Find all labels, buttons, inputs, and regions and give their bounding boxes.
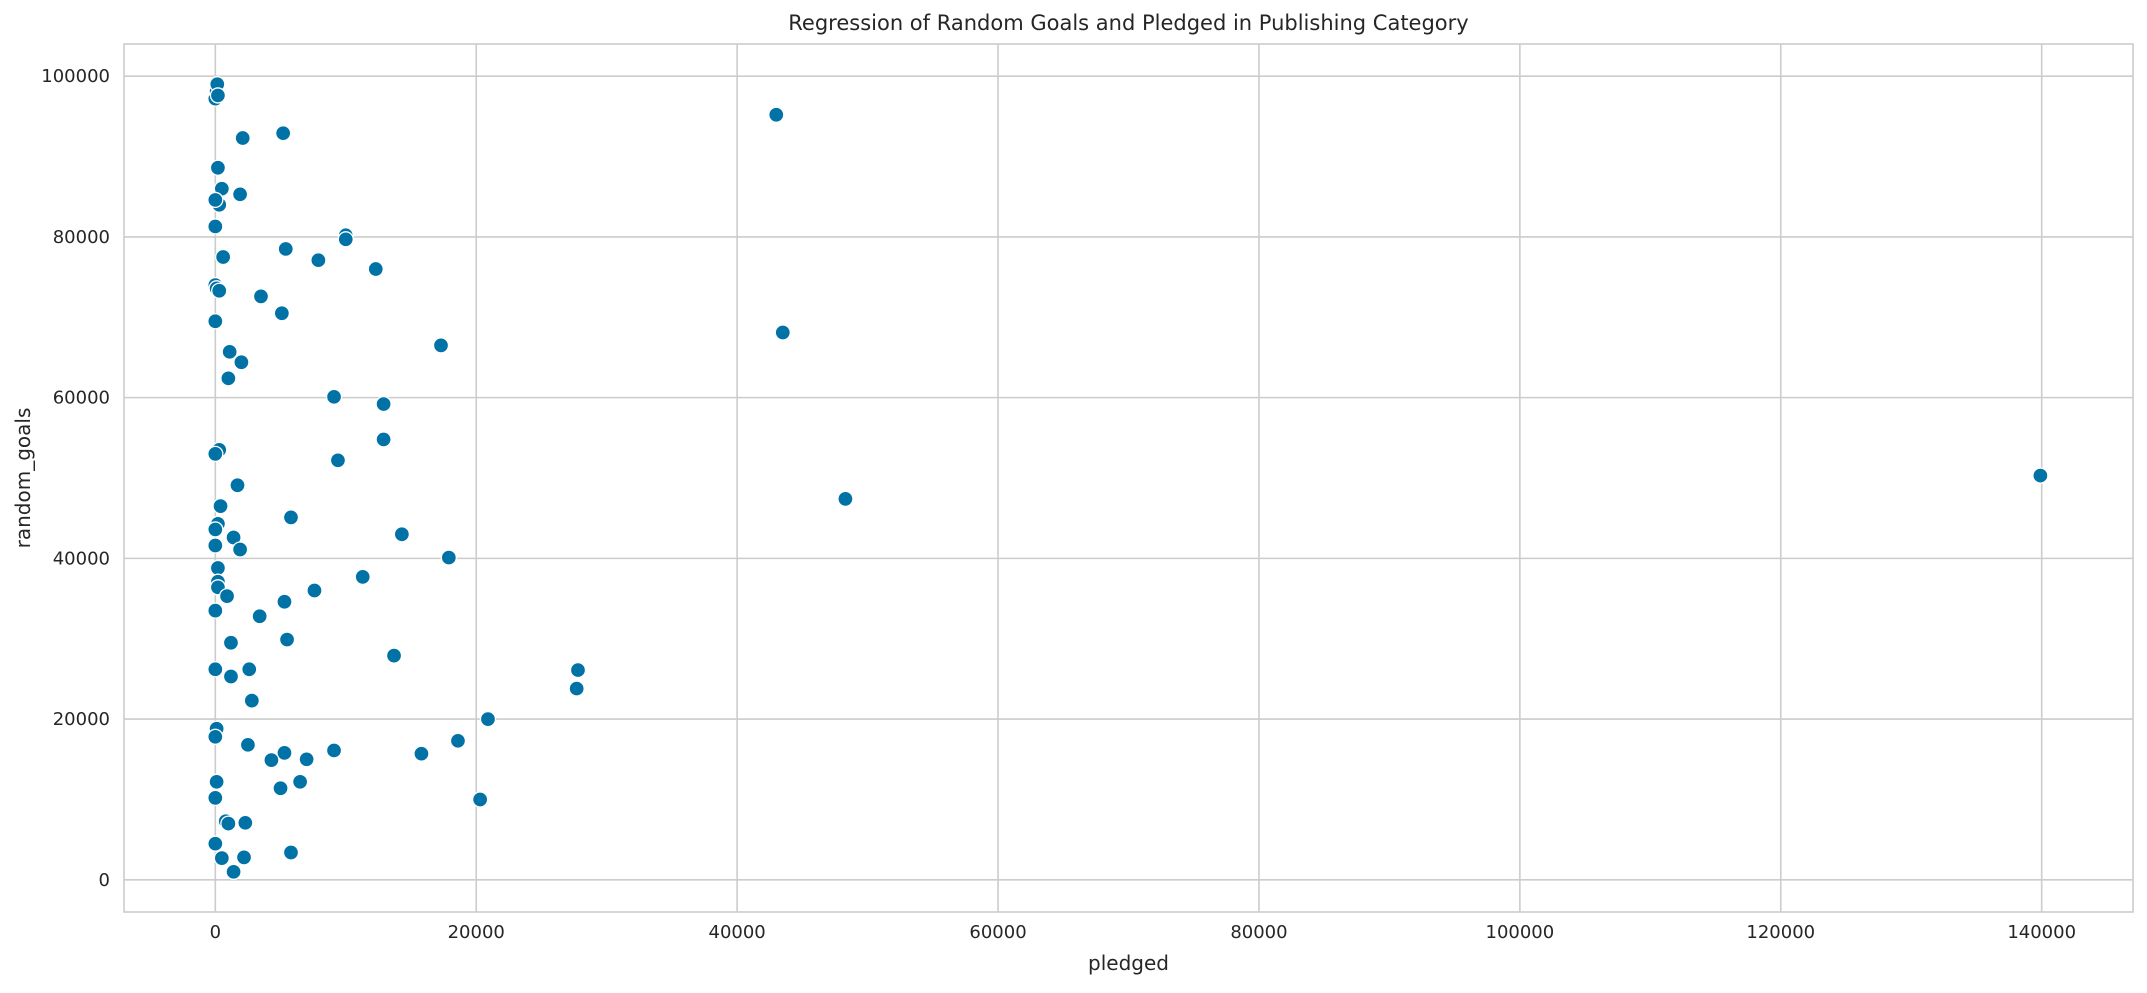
data-point: [222, 634, 240, 651]
data-point: [276, 593, 293, 610]
data-point: [220, 370, 237, 387]
data-point: [393, 526, 411, 543]
data-point: [231, 541, 249, 558]
data-point: [239, 736, 257, 753]
x-tick-label: 60000: [969, 922, 1026, 943]
data-point: [207, 521, 224, 538]
data-point: [306, 582, 323, 599]
data-point: [325, 742, 343, 759]
data-point: [449, 732, 467, 749]
x-tick-label: 40000: [709, 922, 766, 943]
data-point: [241, 661, 258, 678]
data-point: [222, 668, 240, 685]
data-point: [207, 313, 224, 330]
data-point: [278, 631, 296, 648]
data-point: [211, 282, 228, 299]
data-point: [837, 490, 854, 508]
x-tick-label: 20000: [448, 922, 505, 943]
data-point: [207, 191, 224, 209]
x-tick-label: 120000: [1746, 922, 1815, 943]
data-point: [310, 252, 327, 269]
data-point: [220, 815, 237, 832]
y-axis-label: random_goals: [11, 408, 35, 549]
data-point: [213, 850, 230, 867]
grid: [124, 44, 2133, 912]
x-tick-label: 80000: [1230, 922, 1287, 943]
data-point: [375, 395, 392, 413]
data-point: [479, 710, 497, 728]
tick-labels: 0 20000 40000 60000 80000 100000 120000 140000 0…: [41, 66, 2076, 943]
data-point: [208, 773, 225, 790]
data-point: [207, 661, 224, 678]
data-point: [237, 814, 254, 831]
data-point: [207, 537, 224, 554]
data-point: [272, 780, 289, 797]
data-point: [207, 789, 224, 807]
data-point: [221, 343, 238, 360]
data-point: [413, 745, 430, 762]
x-tick-label: 100000: [1486, 922, 1555, 943]
y-tick-label: 40000: [53, 548, 110, 569]
y-tick-label: 60000: [53, 388, 110, 409]
data-point: [325, 388, 343, 405]
data-point: [385, 647, 403, 664]
data-point: [209, 87, 227, 104]
y-tick-label: 80000: [53, 227, 110, 248]
data-point: [207, 728, 224, 745]
data-point: [569, 661, 587, 679]
data-point: [243, 692, 260, 709]
data-point: [768, 106, 785, 123]
data-point: [277, 240, 294, 258]
data-point: [252, 288, 270, 305]
data-point: [209, 159, 227, 176]
y-tick-label: 20000: [53, 709, 110, 730]
data-point: [275, 125, 292, 142]
data-point: [207, 218, 224, 235]
x-axis-label: pledged: [1088, 951, 1169, 975]
plot-frame: [123, 43, 2134, 913]
data-point: [235, 849, 253, 866]
data-point: [432, 337, 450, 354]
y-tick-label: 0: [99, 870, 110, 891]
data-point: [229, 477, 246, 494]
data-point: [774, 324, 791, 341]
data-point: [207, 835, 224, 852]
data-point: [354, 568, 371, 586]
x-tick-label: 0: [210, 922, 221, 943]
data-point: [231, 186, 249, 203]
chart-title: Regression of Random Goals and Pledged i…: [788, 11, 1468, 35]
data-point: [207, 445, 224, 463]
data-point: [251, 608, 268, 625]
data-points: [207, 76, 2049, 880]
data-point: [440, 549, 457, 566]
data-point: [218, 587, 236, 605]
data-point: [276, 744, 293, 762]
y-tick-label: 100000: [41, 66, 110, 87]
data-point: [282, 844, 300, 861]
data-point: [375, 431, 392, 448]
data-point: [212, 497, 229, 515]
data-point: [233, 354, 250, 371]
data-point: [263, 751, 280, 769]
data-point: [329, 452, 347, 469]
data-point: [225, 863, 242, 880]
data-point: [234, 129, 251, 147]
data-point: [207, 602, 224, 619]
data-point: [282, 509, 300, 526]
data-point: [209, 559, 227, 577]
data-point: [2032, 467, 2049, 484]
data-point: [273, 305, 291, 322]
data-point: [291, 773, 309, 790]
data-point: [298, 751, 315, 768]
data-point: [214, 248, 232, 266]
data-point: [471, 791, 489, 808]
data-point: [337, 231, 354, 248]
x-tick-label: 140000: [2007, 922, 2076, 943]
data-point: [568, 680, 585, 697]
data-point: [367, 260, 384, 278]
